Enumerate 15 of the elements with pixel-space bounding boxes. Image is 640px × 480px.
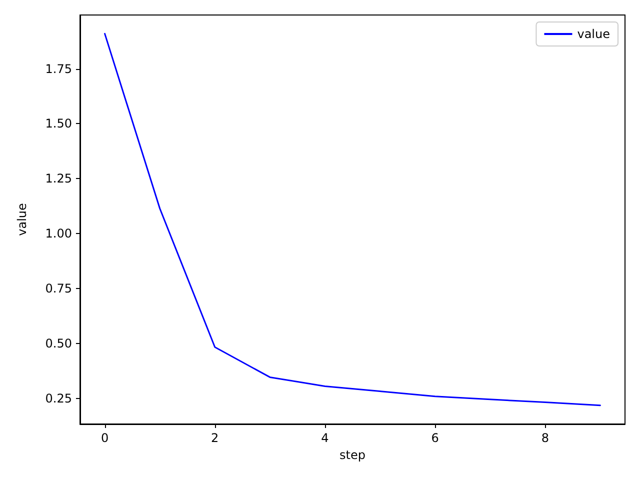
y-tick-label: 0.50 [45, 336, 72, 350]
x-tick-label: 2 [211, 431, 219, 445]
x-tick-label: 0 [100, 431, 109, 445]
x-tick-label: 4 [321, 431, 329, 445]
y-tick-label: 1.75 [45, 62, 72, 76]
x-tick-label: 8 [541, 431, 549, 445]
x-axis-title: step [340, 448, 366, 462]
y-tick-label: 0.25 [45, 391, 72, 406]
x-tick-label: 6 [431, 431, 439, 445]
y-axis-title: value [15, 203, 29, 236]
y-tick-label: 1.25 [45, 172, 72, 186]
y-tick-label: 1.50 [45, 116, 72, 131]
legend-label: value [577, 27, 610, 41]
y-tick-label: 0.75 [45, 281, 72, 296]
y-tick-label: 1.00 [45, 226, 72, 241]
